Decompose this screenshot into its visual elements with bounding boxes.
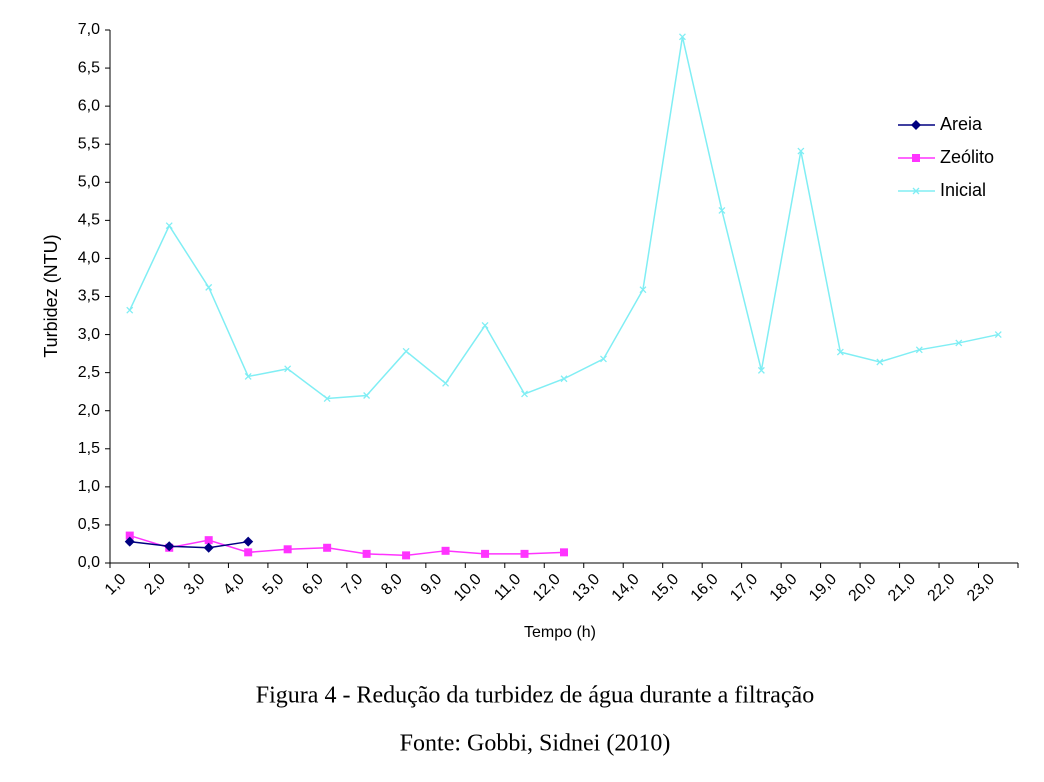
x-tick-label: 14,0 [609, 571, 643, 605]
marker [164, 541, 175, 552]
y-tick-label: 7,0 [78, 21, 100, 38]
x-tick-label: 13,0 [569, 571, 603, 605]
marker [797, 147, 805, 155]
legend-label: Areia [940, 114, 983, 134]
x-axis-label: Tempo (h) [524, 624, 596, 641]
marker [125, 531, 134, 540]
x-tick-label: 2,0 [141, 571, 169, 599]
figure-caption: Figura 4 - Redução da turbidez de água d… [256, 683, 814, 709]
marker [402, 347, 410, 355]
marker [521, 390, 528, 398]
marker [362, 549, 371, 558]
marker [244, 372, 252, 380]
marker [441, 546, 450, 555]
marker [911, 120, 921, 130]
marker [204, 536, 213, 545]
marker [915, 346, 923, 354]
marker [639, 286, 647, 294]
marker [126, 306, 134, 314]
series-line [129, 534, 565, 557]
legend-label: Zeólito [940, 147, 994, 167]
y-tick-label: 0,5 [78, 516, 100, 533]
marker [481, 549, 490, 558]
y-axis-label: Turbidez (NTU) [41, 234, 61, 357]
x-tick-label: 7,0 [339, 571, 367, 599]
y-tick-label: 2,0 [78, 402, 100, 419]
marker [323, 395, 331, 402]
marker [718, 206, 726, 214]
x-tick-label: 21,0 [885, 571, 919, 605]
marker [520, 549, 529, 558]
y-tick-label: 4,5 [78, 212, 100, 229]
marker [994, 331, 1002, 339]
x-tick-label: 15,0 [648, 571, 682, 605]
source-caption: Fonte: Gobbi, Sidnei (2010) [400, 731, 671, 757]
x-tick-label: 19,0 [806, 571, 840, 605]
marker [560, 548, 568, 557]
x-tick-label: 22,0 [925, 571, 959, 605]
marker [600, 355, 607, 363]
marker [836, 348, 844, 356]
marker [203, 542, 214, 553]
marker [363, 392, 371, 399]
marker [323, 543, 332, 552]
marker [243, 536, 254, 547]
marker [481, 321, 489, 329]
x-tick-label: 16,0 [688, 571, 722, 605]
y-tick-label: 1,5 [78, 440, 100, 457]
y-tick-label: 5,5 [78, 135, 100, 152]
marker [560, 375, 568, 383]
y-tick-label: 6,0 [78, 97, 100, 114]
legend-label: Inicial [940, 180, 986, 200]
x-tick-label: 8,0 [378, 571, 406, 599]
marker [283, 545, 292, 554]
y-tick-label: 2,5 [78, 364, 100, 381]
x-tick-label: 1,0 [102, 571, 130, 599]
y-tick-label: 4,0 [78, 250, 100, 267]
x-tick-label: 5,0 [260, 571, 288, 599]
marker [912, 154, 920, 162]
marker [205, 283, 213, 291]
marker [442, 379, 450, 387]
x-tick-label: 17,0 [727, 571, 761, 605]
x-tick-label: 9,0 [418, 571, 446, 599]
y-tick-label: 3,5 [78, 288, 100, 305]
marker [284, 365, 292, 373]
marker [244, 548, 253, 557]
marker [165, 222, 173, 230]
x-tick-label: 12,0 [530, 571, 564, 605]
x-tick-label: 20,0 [846, 571, 880, 605]
x-tick-label: 10,0 [451, 571, 485, 605]
y-tick-label: 6,5 [78, 59, 100, 76]
marker [678, 33, 686, 41]
x-tick-label: 11,0 [491, 571, 524, 604]
x-tick-label: 4,0 [220, 571, 248, 599]
x-tick-label: 6,0 [299, 571, 327, 599]
marker [757, 366, 765, 374]
x-tick-label: 23,0 [964, 571, 998, 605]
marker [912, 187, 920, 195]
marker [876, 358, 884, 366]
x-tick-label: 18,0 [767, 571, 801, 605]
series-line [129, 540, 249, 549]
y-tick-label: 0,0 [78, 554, 100, 571]
x-tick-label: 3,0 [181, 571, 209, 599]
y-tick-label: 3,0 [78, 326, 100, 343]
series-line [129, 36, 999, 400]
marker [124, 536, 135, 547]
y-tick-label: 5,0 [78, 174, 100, 191]
y-tick-label: 1,0 [78, 478, 100, 495]
marker [402, 551, 411, 560]
marker [955, 339, 963, 347]
